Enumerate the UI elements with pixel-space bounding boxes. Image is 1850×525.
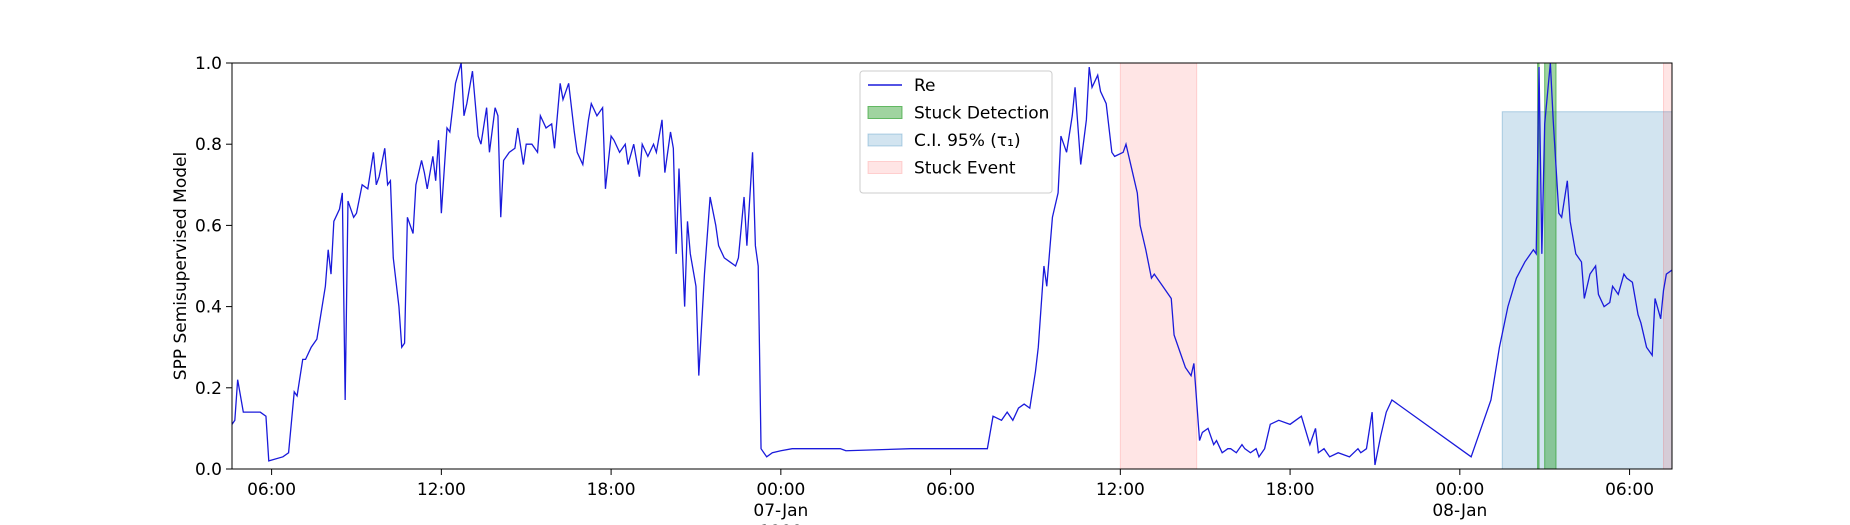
legend-patch — [867, 161, 903, 174]
x-tick-label: 06:00 — [926, 480, 975, 500]
legend-patch — [867, 133, 903, 147]
span — [1663, 62, 1673, 470]
axes-frame — [231, 62, 1673, 470]
legend-label: Re — [914, 76, 936, 96]
y-tick-label: 0.0 — [195, 460, 222, 480]
y-tick-label: 0.6 — [195, 216, 222, 236]
data-line — [231, 62, 1673, 466]
y-tick-label: 1.0 — [195, 54, 222, 74]
legend-label: Stuck Event — [914, 159, 1016, 179]
legend-patch — [867, 106, 903, 119]
x-tick-label: 18:00 — [1266, 480, 1315, 500]
x-tick-label: 06:00 — [1605, 480, 1654, 500]
y-tick-label: 0.2 — [195, 379, 222, 399]
x-tick-label: 12:00 — [1096, 480, 1145, 500]
x-tick-label: 18:00 — [587, 480, 636, 500]
legend-label: C.I. 95% (τ₁) — [914, 131, 1021, 151]
y-axis-label: SPP Semisupervised Model — [171, 152, 191, 380]
span — [1544, 62, 1557, 470]
legend: Re Stuck Detection C.I. 95% (τ₁) Stuck Even… — [859, 70, 1053, 194]
x-tick-label: 06:00 — [247, 480, 296, 500]
legend-frame — [859, 70, 1053, 194]
span — [1501, 111, 1673, 470]
y-tick-label: 0.4 — [195, 298, 222, 318]
y-tick-label: 0.8 — [195, 135, 222, 155]
x-tick-label: 12:00 — [417, 480, 466, 500]
x-tick-label: 00:00 08-Jan — [1432, 480, 1487, 521]
span — [1119, 62, 1198, 470]
legend-label: Stuck Detection — [914, 104, 1049, 124]
